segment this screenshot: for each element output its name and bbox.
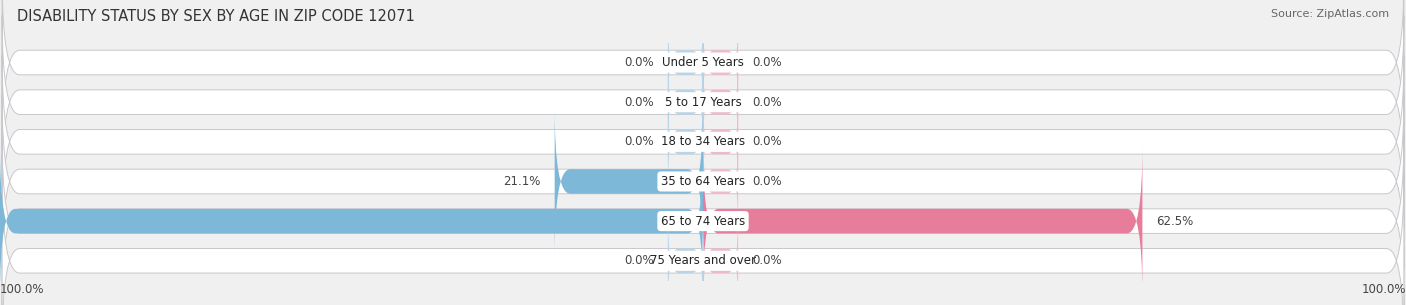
FancyBboxPatch shape (668, 15, 703, 110)
FancyBboxPatch shape (668, 55, 703, 149)
Text: Source: ZipAtlas.com: Source: ZipAtlas.com (1271, 9, 1389, 19)
Text: 62.5%: 62.5% (1156, 215, 1194, 228)
FancyBboxPatch shape (668, 95, 703, 189)
Text: 75 Years and over: 75 Years and over (650, 254, 756, 267)
FancyBboxPatch shape (1, 95, 1403, 268)
FancyBboxPatch shape (703, 95, 738, 189)
FancyBboxPatch shape (554, 106, 703, 257)
Text: 0.0%: 0.0% (624, 135, 654, 148)
FancyBboxPatch shape (1, 174, 1403, 305)
Text: 0.0%: 0.0% (752, 96, 782, 109)
Text: 0.0%: 0.0% (752, 175, 782, 188)
FancyBboxPatch shape (703, 214, 738, 305)
FancyBboxPatch shape (1, 15, 1403, 189)
Text: 5 to 17 Years: 5 to 17 Years (665, 96, 741, 109)
FancyBboxPatch shape (1, 0, 1403, 149)
FancyBboxPatch shape (0, 146, 703, 296)
Text: 18 to 34 Years: 18 to 34 Years (661, 135, 745, 148)
Text: 0.0%: 0.0% (624, 254, 654, 267)
Text: 65 to 74 Years: 65 to 74 Years (661, 215, 745, 228)
FancyBboxPatch shape (1, 134, 1403, 305)
Text: 21.1%: 21.1% (503, 175, 540, 188)
Text: DISABILITY STATUS BY SEX BY AGE IN ZIP CODE 12071: DISABILITY STATUS BY SEX BY AGE IN ZIP C… (17, 9, 415, 24)
Text: 0.0%: 0.0% (752, 56, 782, 69)
Text: Under 5 Years: Under 5 Years (662, 56, 744, 69)
FancyBboxPatch shape (703, 134, 738, 229)
Text: 0.0%: 0.0% (624, 56, 654, 69)
Text: 0.0%: 0.0% (752, 254, 782, 267)
Text: 100.0%: 100.0% (0, 282, 45, 296)
Text: 35 to 64 Years: 35 to 64 Years (661, 175, 745, 188)
FancyBboxPatch shape (703, 146, 1142, 296)
FancyBboxPatch shape (703, 15, 738, 110)
FancyBboxPatch shape (703, 55, 738, 149)
Text: 0.0%: 0.0% (624, 96, 654, 109)
FancyBboxPatch shape (668, 214, 703, 305)
Text: 0.0%: 0.0% (752, 135, 782, 148)
Text: 100.0%: 100.0% (1361, 282, 1406, 296)
FancyBboxPatch shape (1, 55, 1403, 229)
